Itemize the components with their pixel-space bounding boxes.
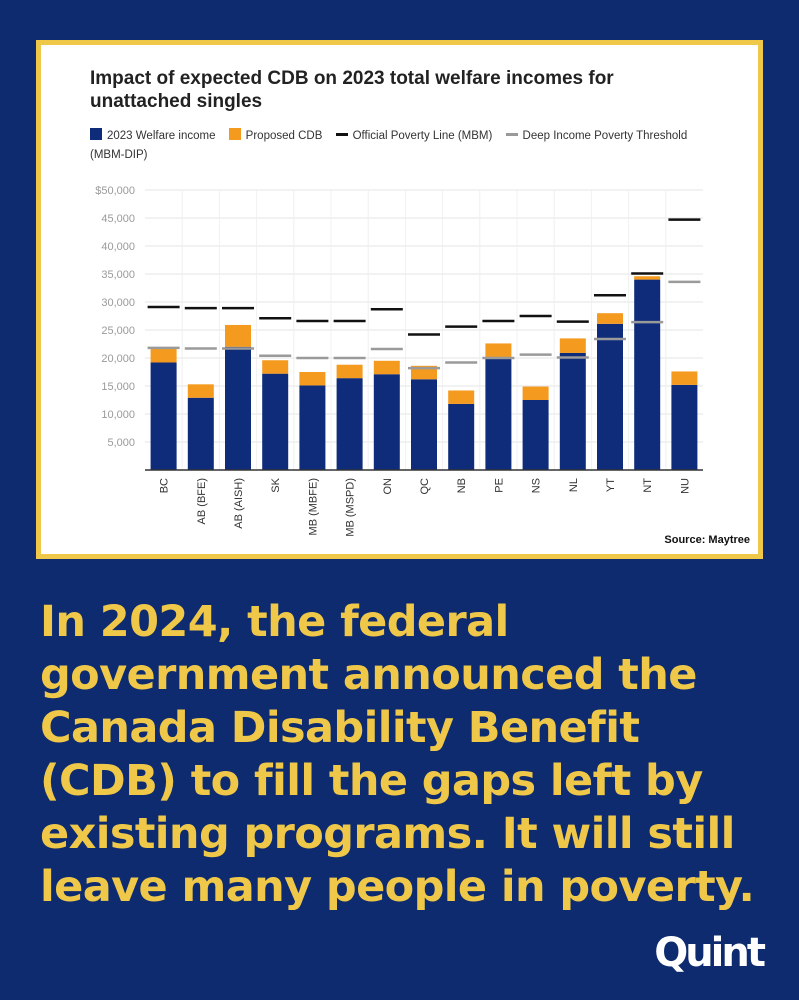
legend-swatch-poverty-line bbox=[335, 133, 348, 136]
legend-label-poverty-line: Official Poverty Line (MBM) bbox=[352, 130, 493, 142]
bar-cdb bbox=[262, 360, 289, 374]
x-tick-label: AB (AISH) bbox=[233, 478, 245, 529]
chart-card: Impact of expected CDB on 2023 total wel… bbox=[36, 40, 763, 559]
bar-welfare bbox=[336, 378, 363, 470]
bar-cdb bbox=[187, 384, 214, 398]
bar-cdb bbox=[299, 372, 326, 386]
y-tick-label: 35,000 bbox=[101, 269, 135, 281]
y-tick-label: 25,000 bbox=[101, 325, 135, 337]
bar-welfare bbox=[448, 403, 475, 470]
legend-swatch-cdb bbox=[228, 128, 241, 140]
bar-welfare bbox=[187, 397, 214, 470]
bar-cdb bbox=[597, 313, 623, 324]
bar-welfare bbox=[299, 385, 326, 470]
x-tick-label: NT bbox=[642, 478, 654, 493]
x-tick-label: YT bbox=[605, 478, 617, 492]
chart-legend: 2023 Welfare income Proposed CDB Officia… bbox=[90, 127, 710, 165]
bar-welfare bbox=[411, 379, 437, 470]
bar-welfare bbox=[225, 346, 251, 470]
bar-cdb bbox=[559, 338, 586, 353]
y-tick-label: 20,000 bbox=[101, 353, 135, 365]
bar-welfare bbox=[671, 384, 698, 470]
bar-welfare bbox=[634, 279, 661, 470]
bar-cdb bbox=[634, 276, 661, 280]
legend-item-deep-poverty: Deep Income Poverty Threshold (MBM-DIP) bbox=[90, 130, 687, 161]
y-tick-label: 30,000 bbox=[101, 297, 135, 309]
bar-cdb bbox=[373, 360, 400, 375]
legend-item-cdb: Proposed CDB bbox=[228, 128, 323, 142]
bar-cdb bbox=[150, 349, 177, 363]
legend-item-poverty-line: Official Poverty Line (MBM) bbox=[335, 130, 493, 142]
legend-swatch-welfare bbox=[90, 128, 102, 140]
bar-cdb bbox=[671, 371, 698, 385]
chart-title: Impact of expected CDB on 2023 total wel… bbox=[90, 68, 614, 112]
bar-welfare bbox=[522, 400, 549, 470]
bar-welfare bbox=[597, 323, 623, 470]
legend-swatch-deep-poverty bbox=[505, 133, 518, 136]
x-tick-label: QC bbox=[419, 478, 431, 495]
bar-welfare bbox=[485, 358, 512, 470]
bar-cdb bbox=[522, 386, 549, 400]
y-tick-label: $50,000 bbox=[95, 185, 135, 197]
legend-label-welfare: 2023 Welfare income bbox=[107, 130, 216, 142]
chart-source: Source: Maytree bbox=[664, 534, 750, 546]
x-tick-label: ON bbox=[382, 478, 394, 495]
quint-logo: Quint bbox=[654, 930, 766, 976]
y-tick-label: 5,000 bbox=[107, 437, 135, 449]
y-tick-label: 10,000 bbox=[101, 409, 135, 421]
headline-text: In 2024, the federal government announce… bbox=[40, 597, 755, 912]
bar-welfare bbox=[262, 373, 289, 470]
bar-cdb bbox=[336, 364, 363, 379]
legend-item-welfare: 2023 Welfare income bbox=[90, 128, 216, 142]
x-tick-label: SK bbox=[270, 477, 282, 492]
y-tick-label: 40,000 bbox=[101, 241, 135, 253]
x-tick-label: BC bbox=[159, 478, 171, 493]
bar-cdb bbox=[485, 343, 512, 358]
x-tick-label: NS bbox=[531, 478, 543, 493]
x-tick-label: NB bbox=[456, 478, 468, 493]
x-tick-label: MB (MSPD) bbox=[345, 478, 357, 537]
chart-plot: 5,000 10,000 15,000 20,000 25,000 30,000 35,00… bbox=[95, 185, 703, 537]
bar-welfare bbox=[150, 362, 177, 470]
bar-welfare bbox=[559, 352, 586, 470]
x-tick-label: PE bbox=[493, 478, 505, 493]
legend-label-cdb: Proposed CDB bbox=[245, 130, 323, 142]
y-tick-label: 45,000 bbox=[101, 213, 135, 225]
bar-cdb bbox=[448, 390, 475, 404]
x-tick-label: MB (MBFE) bbox=[307, 478, 319, 535]
bar-welfare bbox=[373, 374, 400, 470]
legend-label-deep-poverty: Deep Income Poverty Threshold (MBM-DIP) bbox=[90, 130, 688, 161]
bar-cdb bbox=[225, 324, 251, 347]
x-tick-label: AB (BFE) bbox=[196, 478, 208, 524]
y-tick-label: 15,000 bbox=[101, 381, 135, 393]
x-tick-label: NL bbox=[568, 478, 580, 492]
x-tick-label: NU bbox=[679, 478, 691, 494]
